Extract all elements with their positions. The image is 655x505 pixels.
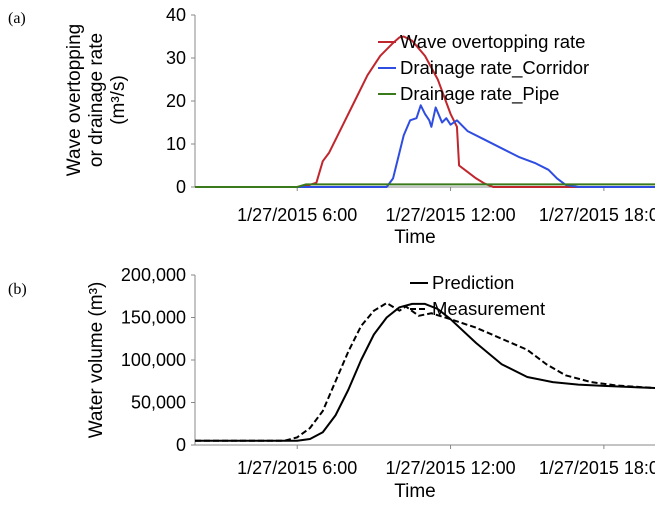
- y-axis-label: Water volume (m³): [86, 282, 107, 439]
- x-axis-label: Time: [394, 481, 436, 502]
- y-tick-label: 0: [176, 435, 186, 455]
- y-tick-label: 20: [166, 91, 186, 111]
- chart-panel-b: (b) 0 50,000 100,000 150,000 200,000 1/27/2015…: [8, 265, 655, 502]
- panel-label: (a): [8, 10, 26, 27]
- series-line-drainage-rate-pipe: [195, 183, 655, 188]
- y-tick-label: 30: [166, 48, 186, 68]
- legend: Prediction Measurement: [410, 272, 545, 319]
- x-tick-label: 1/27/2015 6:00: [237, 205, 357, 225]
- y-tick-label: 200,000: [121, 265, 186, 285]
- x-tick-label: 1/27/2015 12:00: [385, 458, 515, 478]
- series-line-measurement: [195, 302, 655, 442]
- y-axis-label: or drainage rate: [86, 33, 107, 167]
- x-tick-label: 1/27/2015 6:00: [237, 458, 357, 478]
- y-tick-label: 40: [166, 5, 186, 25]
- series-line-wave-overtopping-rate: [195, 35, 655, 188]
- x-tick-label: 1/27/2015 12:00: [385, 205, 515, 225]
- series-line-prediction: [195, 302, 655, 442]
- y-axis-label: (m³/s): [108, 75, 129, 125]
- series-line-drainage-rate-corridor: [195, 104, 655, 188]
- legend: Wave overtopping rate Drainage rate_Corri…: [378, 31, 589, 105]
- y-tick-label: 50,000: [131, 393, 186, 413]
- chart-panel-a: (a) 0 10 20 30 40 1/27/2015 6:00 1/27/2015 12:0…: [8, 5, 655, 248]
- legend-label: Drainage rate_Corridor: [400, 57, 589, 79]
- y-tick-label: 150,000: [121, 308, 186, 328]
- x-tick-label: 1/27/2015 18:00: [539, 205, 655, 225]
- legend-label: Prediction: [432, 272, 514, 293]
- panel-label: (b): [8, 281, 27, 298]
- legend-label: Wave overtopping rate: [400, 31, 585, 52]
- legend-label: Measurement: [432, 298, 545, 319]
- y-tick-label: 0: [176, 177, 186, 197]
- y-tick-label: 10: [166, 134, 186, 154]
- y-tick-label: 100,000: [121, 350, 186, 370]
- y-axis-label: Wave overtopping: [64, 24, 85, 176]
- legend-label: Drainage rate_Pipe: [400, 83, 559, 105]
- x-axis-label: Time: [394, 227, 436, 248]
- x-tick-label: 1/27/2015 18:00: [539, 458, 655, 478]
